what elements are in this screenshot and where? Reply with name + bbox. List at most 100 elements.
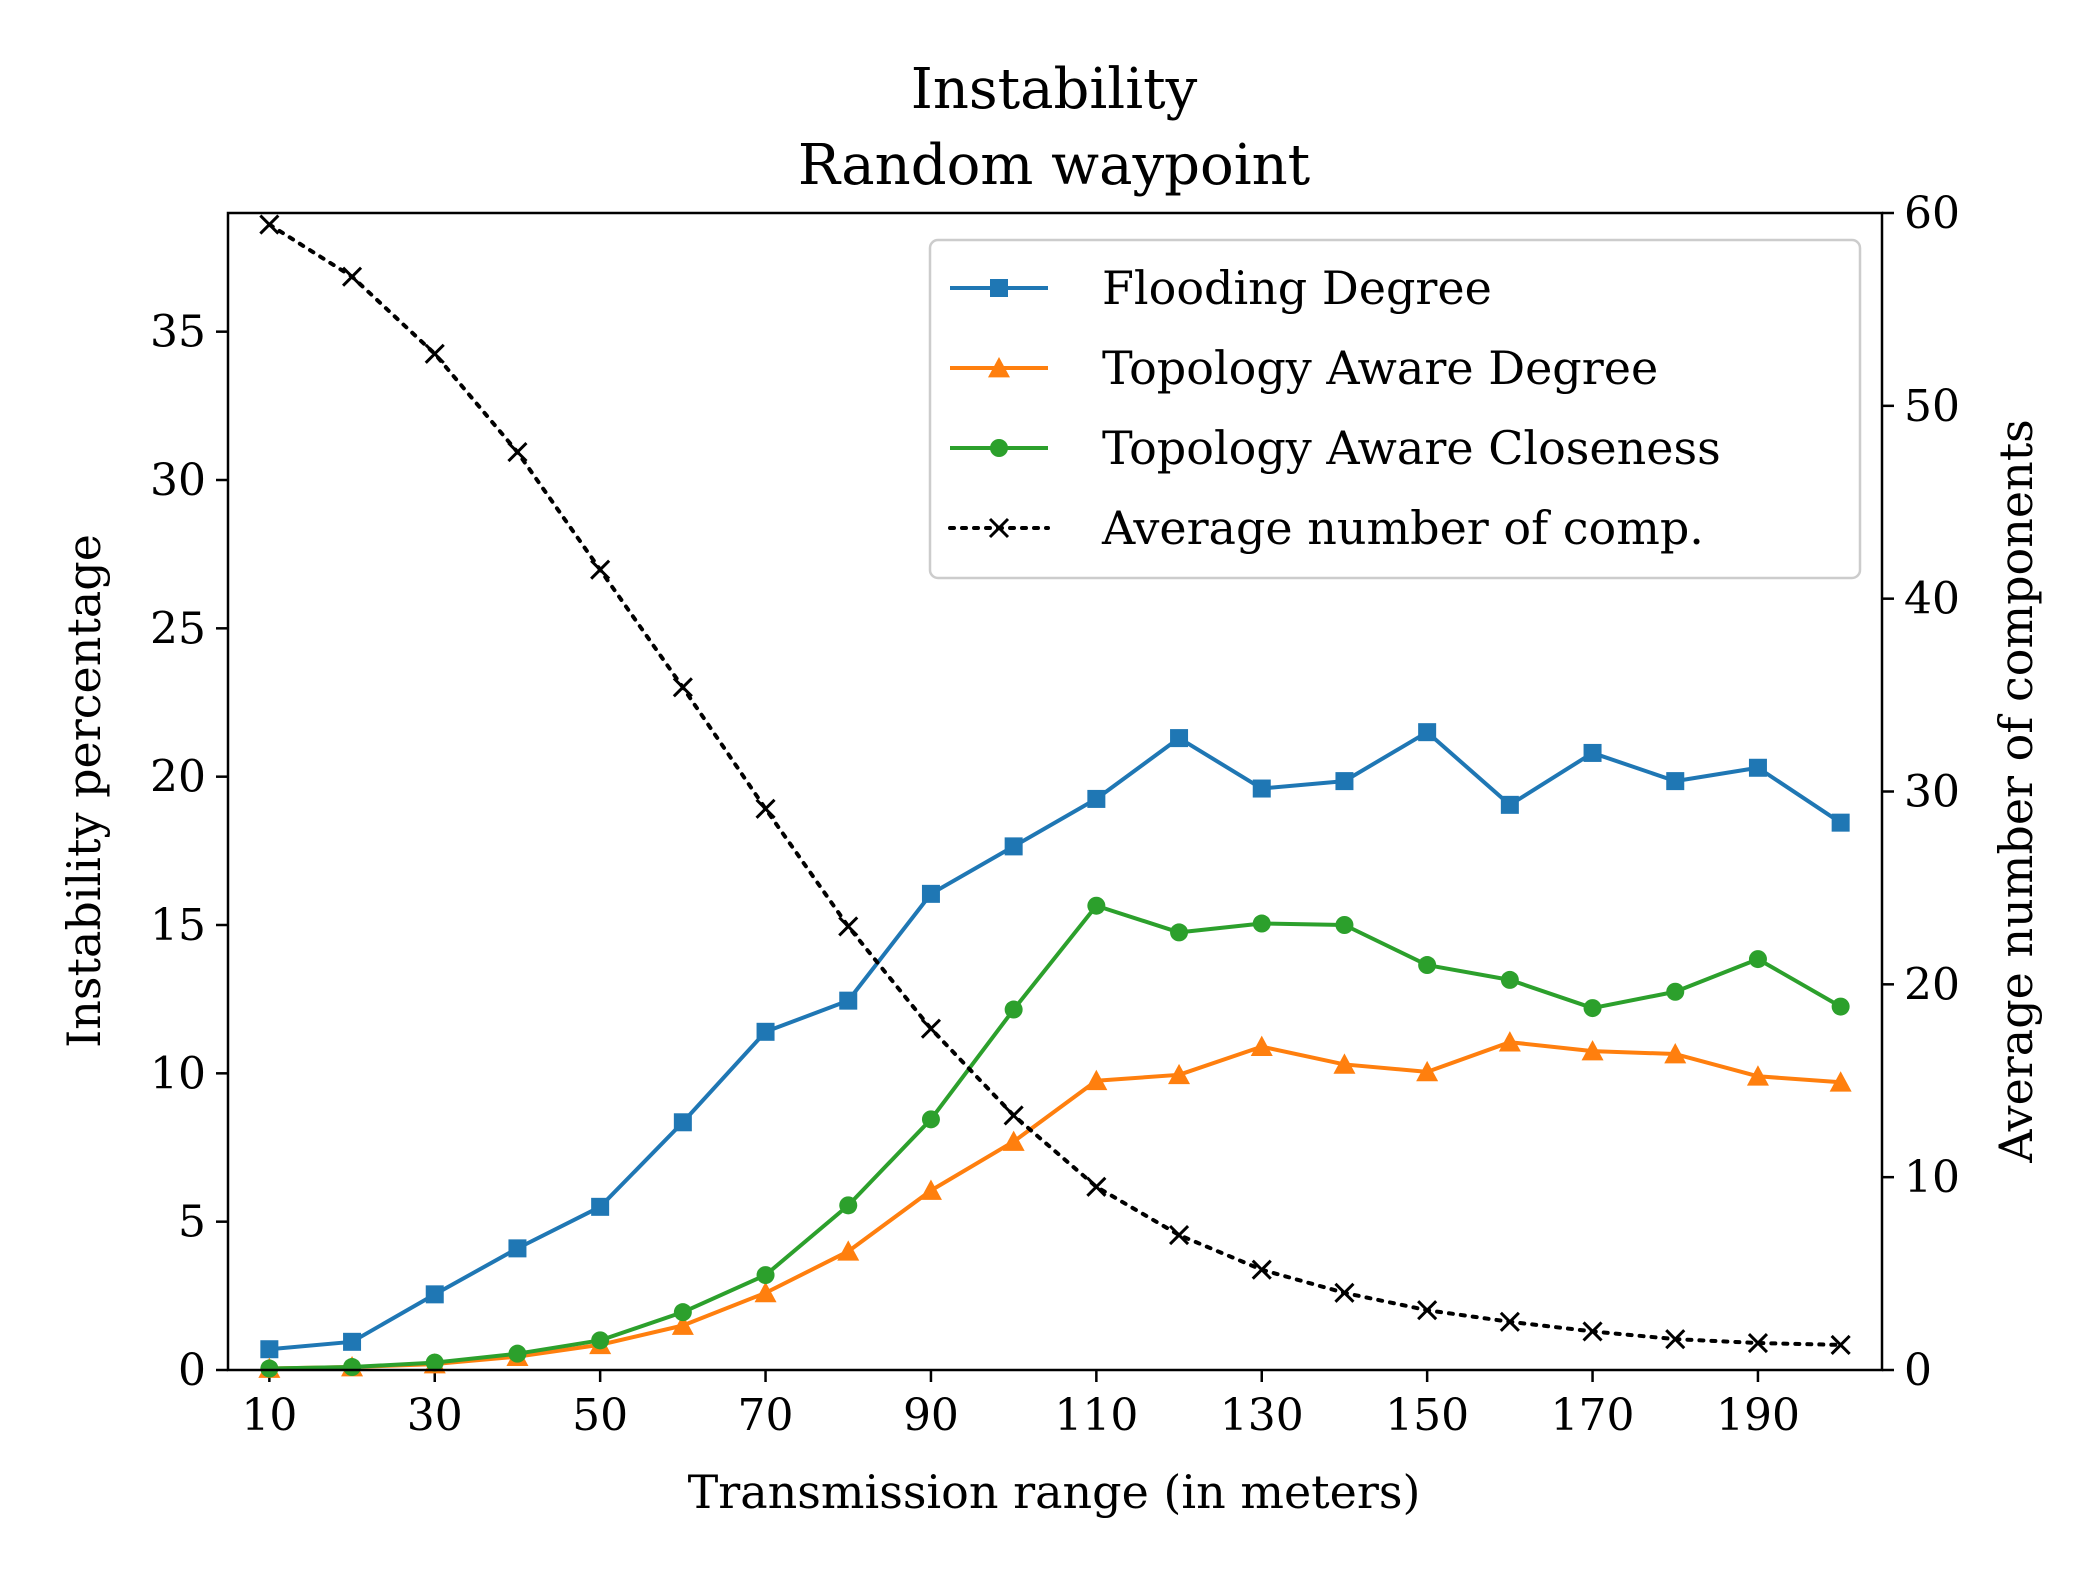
data-point-average-number-of-comp [1665, 1329, 1686, 1350]
data-point-topology-aware-degree [754, 1281, 777, 1303]
data-point-average-number-of-comp [1168, 1224, 1190, 1246]
x-tick-label: 130 [1220, 1390, 1304, 1441]
y2-tick-label: 40 [1904, 574, 1960, 625]
data-point-average-number-of-comp [1251, 1259, 1272, 1280]
data-point-topology-aware-degree [1168, 1063, 1191, 1085]
data-point-flooding-degree [425, 1285, 444, 1304]
x-tick-label: 10 [241, 1390, 297, 1441]
y-axis-label: Instability percentage [57, 534, 111, 1048]
data-point-topology-aware-closeness [1500, 970, 1519, 989]
data-point-average-number-of-comp [672, 677, 693, 698]
y-tick-label: 0 [178, 1345, 206, 1396]
data-point-flooding-degree [1252, 779, 1271, 798]
data-point-average-number-of-comp [1417, 1300, 1438, 1321]
y2-tick-label: 20 [1904, 959, 1960, 1010]
data-point-average-number-of-comp [1747, 1332, 1769, 1354]
data-point-flooding-degree [756, 1022, 775, 1041]
data-point-topology-aware-closeness [839, 1196, 858, 1215]
legend-marker-flooding-degree [990, 279, 1008, 297]
x-axis-label: Transmission range (in meters) [688, 1465, 1421, 1519]
x-tick-label: 30 [407, 1390, 463, 1441]
data-point-flooding-degree [673, 1113, 692, 1132]
data-point-flooding-degree [1583, 743, 1602, 762]
data-point-topology-aware-closeness [1418, 956, 1437, 975]
data-point-average-number-of-comp [1003, 1105, 1024, 1126]
data-point-topology-aware-degree [1746, 1065, 1769, 1086]
y-tick-label: 5 [178, 1197, 206, 1248]
series-line-topology-aware-degree [269, 1040, 1841, 1371]
data-point-average-number-of-comp [507, 442, 528, 463]
data-point-flooding-degree [1500, 795, 1519, 814]
data-point-topology-aware-degree [1085, 1069, 1108, 1091]
y2-tick-label: 60 [1904, 188, 1960, 239]
y2-tick-label: 30 [1904, 767, 1960, 818]
chart-title-line-2: Random waypoint [798, 133, 1311, 198]
data-point-topology-aware-closeness [756, 1266, 775, 1285]
x-tick-label: 170 [1551, 1390, 1635, 1441]
data-point-average-number-of-comp [1086, 1176, 1107, 1197]
data-point-topology-aware-closeness [1335, 916, 1354, 934]
data-point-flooding-degree [1335, 772, 1354, 791]
data-point-average-number-of-comp [1830, 1334, 1851, 1355]
data-point-flooding-degree [1748, 758, 1767, 777]
y2-tick-label: 0 [1904, 1345, 1932, 1396]
y-tick-label: 35 [150, 307, 206, 358]
data-point-average-number-of-comp [590, 559, 611, 580]
data-point-average-number-of-comp [1334, 1282, 1355, 1303]
data-point-average-number-of-comp [341, 266, 363, 287]
legend-label-topology-aware-closeness: Topology Aware Closeness [1102, 421, 1721, 475]
data-point-average-number-of-comp [424, 343, 445, 364]
series-line-flooding-degree [269, 730, 1842, 1352]
data-point-topology-aware-degree [1416, 1060, 1439, 1082]
data-point-topology-aware-closeness [1831, 997, 1850, 1016]
x-tick-label: 70 [738, 1390, 794, 1441]
data-point-average-number-of-comp [920, 1018, 942, 1039]
data-point-topology-aware-closeness [1748, 950, 1767, 969]
x-tick-label: 110 [1054, 1390, 1138, 1441]
series-line-topology-aware-closeness [269, 903, 1842, 1371]
data-point-topology-aware-degree [1498, 1031, 1521, 1052]
data-point-topology-aware-degree [1581, 1040, 1604, 1061]
x-tick-label: 90 [903, 1390, 959, 1441]
y-tick-label: 15 [150, 900, 206, 951]
legend: Flooding Degree Topology Aware Degree Topo… [928, 238, 1862, 580]
x-tick-label: 150 [1385, 1390, 1469, 1441]
data-point-topology-aware-closeness [1087, 896, 1106, 915]
data-point-topology-aware-degree [1664, 1043, 1687, 1064]
data-point-average-number-of-comp [1499, 1311, 1520, 1332]
data-point-topology-aware-degree [1002, 1130, 1025, 1151]
data-point-flooding-degree [591, 1197, 610, 1216]
data-point-average-number-of-comp [259, 214, 280, 235]
data-point-topology-aware-degree [837, 1240, 860, 1261]
data-point-topology-aware-closeness [673, 1303, 692, 1322]
y-tick-label: 10 [150, 1048, 206, 1099]
x-tick-label: 50 [572, 1390, 628, 1441]
data-point-topology-aware-closeness [425, 1353, 444, 1372]
data-point-topology-aware-closeness [343, 1358, 362, 1377]
data-point-topology-aware-closeness [1583, 999, 1602, 1018]
legend-marker-topology-aware-closeness [990, 439, 1008, 457]
data-point-flooding-degree [260, 1340, 279, 1359]
y-tick-label: 20 [150, 752, 206, 803]
y-tick-label: 30 [150, 455, 206, 506]
data-point-average-number-of-comp [838, 916, 859, 937]
data-point-flooding-degree [839, 991, 858, 1010]
chart-title-line-1: Instability [911, 57, 1198, 122]
data-point-topology-aware-degree [1333, 1053, 1356, 1074]
data-point-topology-aware-closeness [1004, 1000, 1023, 1019]
plot-frame [226, 211, 1884, 1372]
data-point-topology-aware-closeness [591, 1331, 610, 1350]
data-point-flooding-degree [1170, 729, 1189, 748]
data-point-topology-aware-degree [1250, 1035, 1273, 1056]
data-point-topology-aware-closeness [508, 1344, 527, 1363]
data-point-flooding-degree [1087, 789, 1106, 808]
data-point-flooding-degree [1666, 772, 1685, 791]
data-point-flooding-degree [921, 884, 940, 903]
data-point-topology-aware-closeness [921, 1110, 940, 1129]
y2-tick-label: 10 [1904, 1152, 1960, 1203]
data-point-flooding-degree [1831, 813, 1850, 832]
x-tick-label: 190 [1716, 1390, 1800, 1441]
data-point-topology-aware-degree [1829, 1071, 1852, 1092]
data-point-topology-aware-degree [919, 1179, 942, 1200]
